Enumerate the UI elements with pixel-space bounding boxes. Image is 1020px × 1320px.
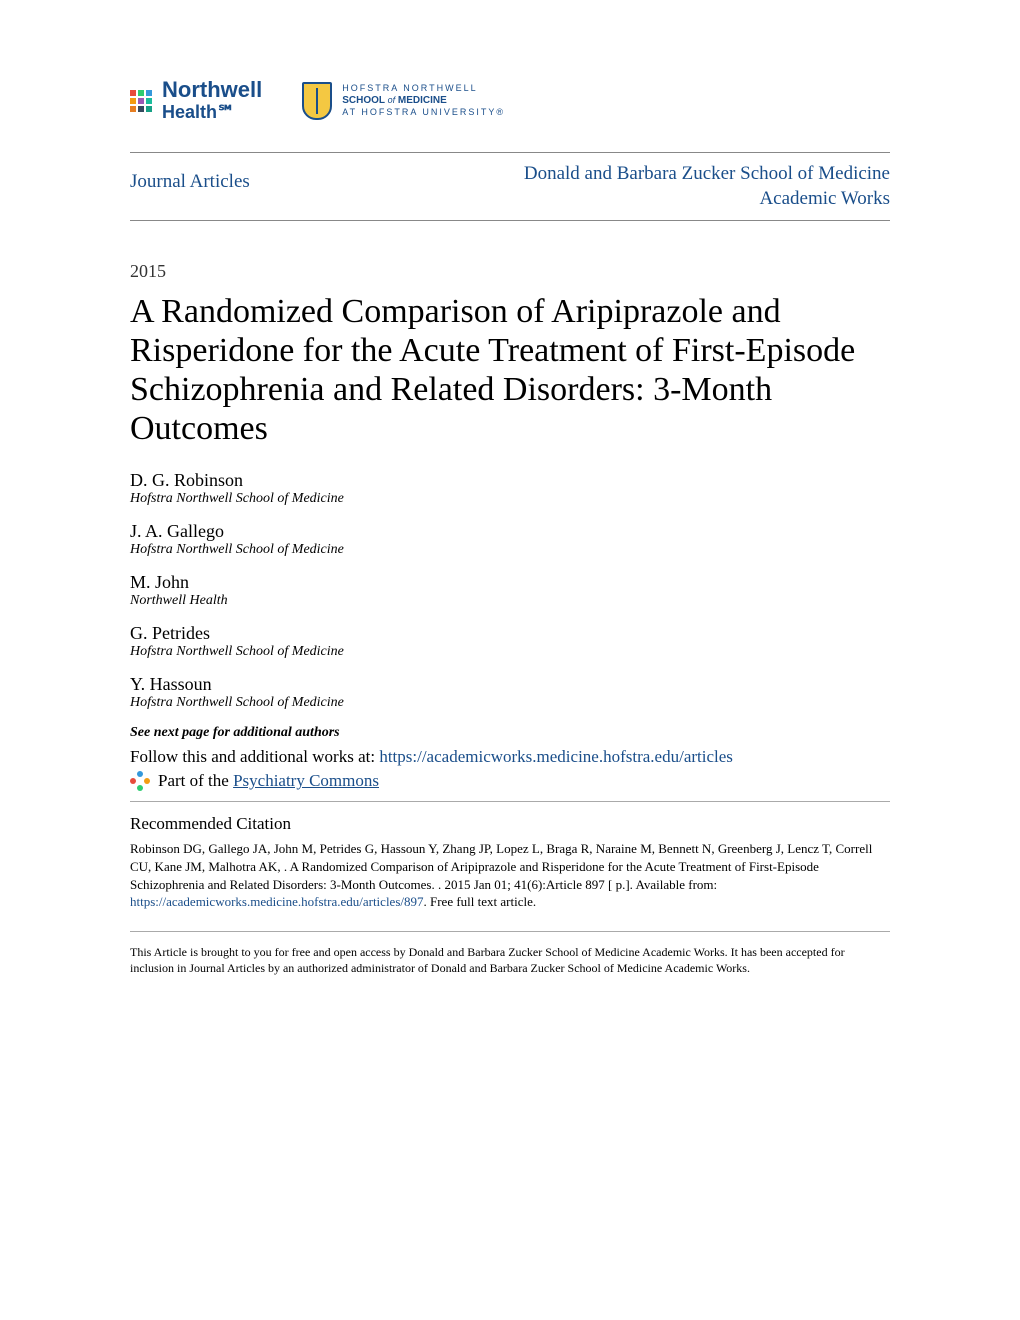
northwell-logo: Northwell Health℠: [130, 80, 262, 122]
authors-list: D. G. RobinsonHofstra Northwell School o…: [130, 470, 890, 711]
author-affiliation: Hofstra Northwell School of Medicine: [130, 491, 890, 507]
author: G. PetridesHofstra Northwell School of M…: [130, 623, 890, 660]
footer-note: This Article is brought to you for free …: [130, 944, 890, 976]
network-icon: [130, 771, 150, 791]
hofstra-logo: HOFSTRA NORTHWELL SCHOOL of MEDICINE AT …: [302, 82, 505, 120]
hofstra-line3: AT HOFSTRA UNIVERSITY®: [342, 107, 505, 119]
citation-before: Robinson DG, Gallego JA, John M, Petride…: [130, 841, 872, 891]
citation-heading: Recommended Citation: [130, 814, 890, 834]
northwell-sub: Health℠: [162, 102, 235, 122]
hofstra-text: HOFSTRA NORTHWELL SCHOOL of MEDICINE AT …: [342, 83, 505, 119]
partof-line: Part of the Psychiatry Commons: [130, 771, 890, 791]
citation-after: . Free full text article.: [424, 894, 537, 909]
header-right: Donald and Barbara Zucker School of Medi…: [524, 161, 890, 212]
follow-prefix: Follow this and additional works at:: [130, 747, 379, 766]
section-rule-bottom: [130, 931, 890, 932]
author-name: G. Petrides: [130, 623, 890, 644]
header-rule-bottom: [130, 220, 890, 221]
follow-url[interactable]: https://academicworks.medicine.hofstra.e…: [379, 747, 733, 766]
northwell-name: Northwell: [162, 80, 262, 101]
school-link-line1[interactable]: Donald and Barbara Zucker School of Medi…: [524, 163, 890, 184]
journal-articles-link[interactable]: Journal Articles: [130, 161, 250, 193]
author-affiliation: Northwell Health: [130, 593, 890, 609]
author-name: Y. Hassoun: [130, 674, 890, 695]
article-title: A Randomized Comparison of Aripiprazole …: [130, 292, 890, 448]
author: M. JohnNorthwell Health: [130, 572, 890, 609]
school-link-line2[interactable]: Academic Works: [759, 188, 890, 209]
hofstra-line1: HOFSTRA NORTHWELL: [342, 83, 505, 95]
author-affiliation: Hofstra Northwell School of Medicine: [130, 542, 890, 558]
hofstra-line2of: of: [388, 95, 396, 105]
hofstra-line2b: MEDICINE: [398, 95, 447, 106]
author: J. A. GallegoHofstra Northwell School of…: [130, 521, 890, 558]
citation-body: Robinson DG, Gallego JA, John M, Petride…: [130, 840, 890, 910]
section-rule-top: [130, 801, 890, 802]
author: Y. HassounHofstra Northwell School of Me…: [130, 674, 890, 711]
partof-link[interactable]: Psychiatry Commons: [233, 771, 379, 790]
year: 2015: [130, 261, 920, 282]
see-next-page: See next page for additional authors: [130, 725, 890, 741]
author: D. G. RobinsonHofstra Northwell School o…: [130, 470, 890, 507]
author-affiliation: Hofstra Northwell School of Medicine: [130, 695, 890, 711]
hofstra-line2: SCHOOL of MEDICINE: [342, 94, 505, 107]
author-affiliation: Hofstra Northwell School of Medicine: [130, 644, 890, 660]
northwell-icon: [130, 90, 152, 112]
author-name: D. G. Robinson: [130, 470, 890, 491]
citation-url[interactable]: https://academicworks.medicine.hofstra.e…: [130, 894, 424, 909]
author-name: J. A. Gallego: [130, 521, 890, 542]
shield-icon: [302, 82, 332, 120]
author-name: M. John: [130, 572, 890, 593]
northwell-text: Northwell Health℠: [162, 80, 262, 122]
hofstra-line2a: SCHOOL: [342, 95, 385, 106]
follow-line: Follow this and additional works at: htt…: [130, 747, 890, 767]
header-row: Journal Articles Donald and Barbara Zuck…: [100, 153, 920, 220]
logo-row: Northwell Health℠ HOFSTRA NORTHWELL SCHO…: [130, 80, 920, 122]
partof-prefix: Part of the: [158, 771, 233, 790]
